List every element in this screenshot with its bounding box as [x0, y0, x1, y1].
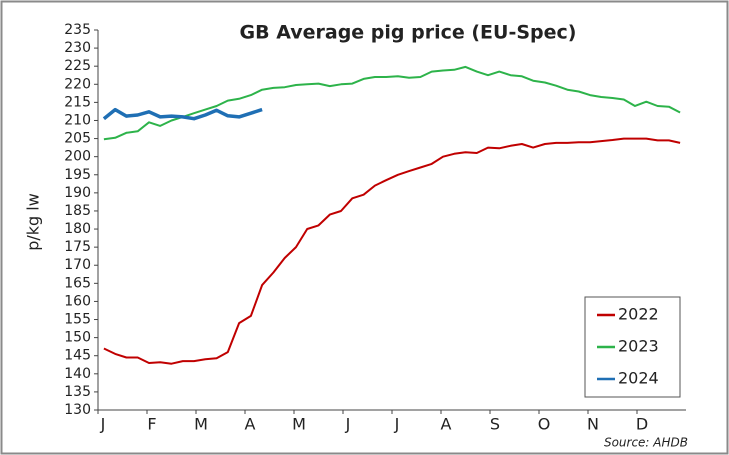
y-tick-label: 175 — [64, 239, 91, 255]
y-tick-label: 130 — [64, 402, 91, 418]
y-tick-label: 180 — [64, 221, 91, 237]
chart-title: GB Average pig price (EU-Spec) — [240, 22, 577, 44]
series-line — [102, 107, 263, 121]
y-tick-label: 145 — [64, 348, 91, 364]
y-tick-label: 230 — [64, 40, 91, 56]
y-tick-label: 210 — [64, 112, 91, 128]
y-tick-label: 155 — [64, 312, 91, 328]
y-tick-label: 220 — [64, 76, 91, 92]
y-tick-label: 200 — [64, 149, 91, 165]
x-tick-label: J — [345, 415, 351, 434]
y-tick-label: 235 — [64, 22, 91, 38]
x-tick-label: D — [636, 415, 648, 434]
y-tick-label: 185 — [64, 203, 91, 219]
legend-label: 2024 — [618, 369, 659, 388]
y-tick-label: 140 — [64, 366, 91, 382]
y-axis-label: p/kg lw — [24, 193, 43, 251]
y-tick-label: 190 — [64, 185, 91, 201]
y-tick-label: 150 — [64, 330, 91, 346]
y-tick-label: 165 — [64, 275, 91, 291]
legend-label: 2023 — [618, 337, 659, 356]
x-tick-label: M — [194, 415, 208, 434]
x-tick-label: A — [441, 415, 452, 434]
y-tick-label: 225 — [64, 58, 91, 74]
series-line — [103, 137, 681, 365]
source-note: Source: AHDB — [604, 436, 688, 450]
x-tick-label: N — [587, 415, 599, 434]
x-tick-label: J — [394, 415, 400, 434]
y-tick-label: 195 — [64, 167, 91, 183]
series-line — [103, 65, 681, 141]
x-tick-label: O — [538, 415, 551, 434]
x-tick-label: A — [245, 415, 256, 434]
x-tick-label: F — [147, 415, 156, 434]
y-tick-label: 205 — [64, 131, 91, 147]
x-tick-label: J — [100, 415, 106, 434]
y-tick-label: 135 — [64, 384, 91, 400]
y-tick-label: 160 — [64, 293, 91, 309]
y-tick-label: 215 — [64, 94, 91, 110]
y-tick-label: 170 — [64, 257, 91, 273]
legend-label: 2022 — [618, 305, 659, 324]
x-tick-label: S — [490, 415, 500, 434]
x-tick-label: M — [292, 415, 306, 434]
